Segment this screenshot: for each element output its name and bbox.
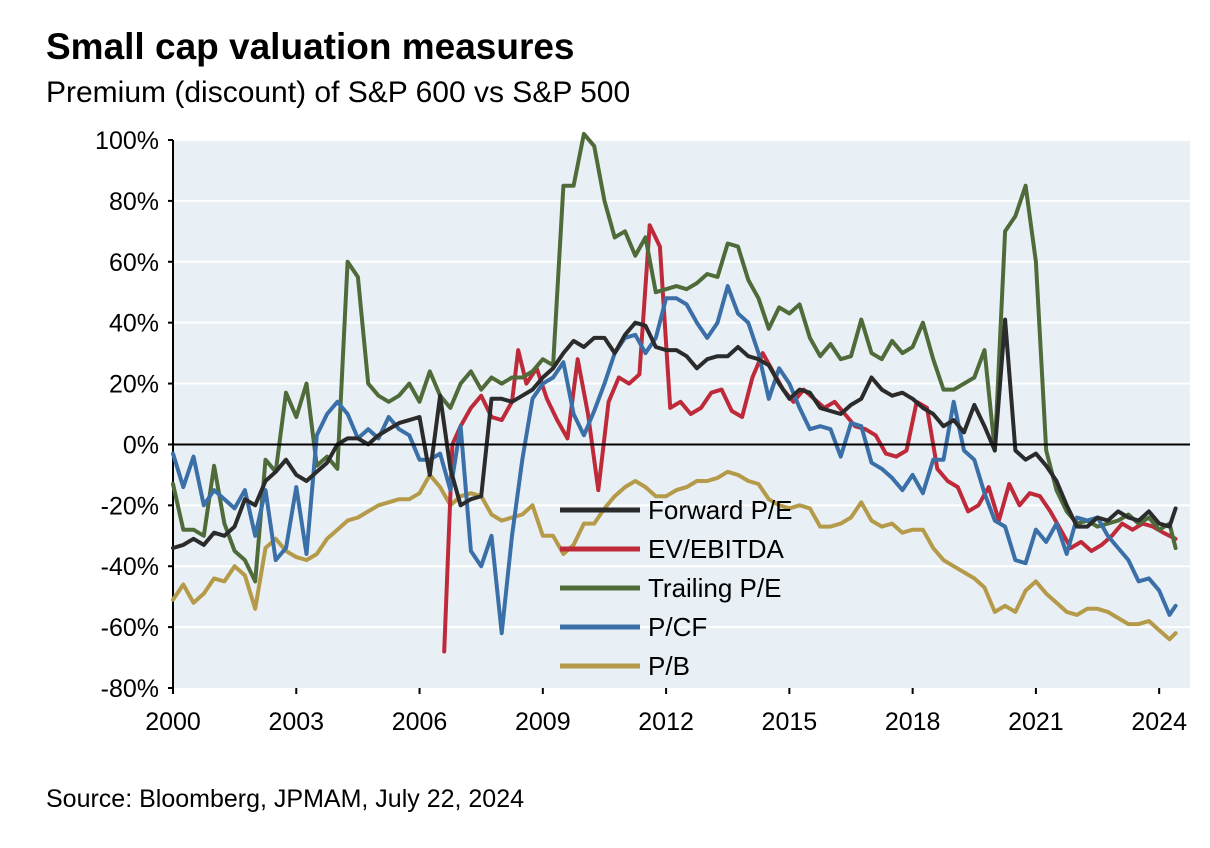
y-tick-label: -80% [101,675,159,703]
y-tick-label: 20% [109,371,159,399]
x-tick-label: 2009 [515,708,571,736]
x-tick-label: 2003 [268,708,324,736]
x-axis-ticks: 2000 2003 2006 2009 2012 2015 2018 2021 2024 [145,688,1187,736]
x-tick-label: 2021 [1008,708,1064,736]
y-tick-label: 60% [109,249,159,277]
y-tick-label: -60% [101,614,159,642]
y-axis-ticks: 100% 80% 60% 40% 20% 0% -20% -40% -60% -80% [95,127,173,703]
legend-label-ev-ebitda: EV/EBITDA [648,534,784,564]
source-note: Source: Bloomberg, JPMAM, July 22, 2024 [46,785,525,813]
series-line-forward-p-e [171,317,1178,550]
x-tick-label: 2018 [885,708,941,736]
y-tick-label: -40% [101,553,159,581]
x-tick-label: 2000 [145,708,201,736]
series-line-trailing-p-e [171,131,1178,584]
legend-label-trailing-p-e: Trailing P/E [648,573,781,603]
y-tick-label: 100% [95,127,159,155]
series-lines [171,131,1178,654]
legend: Forward P/E EV/EBITDA Trailing P/E P/CF P/B [560,495,793,681]
chart-subtitle: Premium (discount) of S&P 600 vs S&P 500 [46,76,631,109]
x-tick-label: 2015 [762,708,818,736]
series-line-p-cf [171,284,1178,636]
line-chart: 100%80%60%40%20%0%-20%-40%-60%-80% 2000 2… [95,127,1190,736]
series-line-p-b [171,469,1178,642]
legend-label-p-cf: P/CF [648,612,707,642]
x-tick-label: 2024 [1131,708,1187,736]
y-tick-label: 0% [123,431,159,459]
x-tick-label: 2006 [392,708,448,736]
legend-label-p-b: P/B [648,651,690,681]
y-tick-label: 80% [109,188,159,216]
legend-label-forward-p-e: Forward P/E [648,495,793,525]
y-tick-label: -20% [101,492,159,520]
x-tick-label: 2012 [638,708,694,736]
y-tick-label: 40% [109,310,159,338]
chart-title: Small cap valuation measures [46,26,575,67]
